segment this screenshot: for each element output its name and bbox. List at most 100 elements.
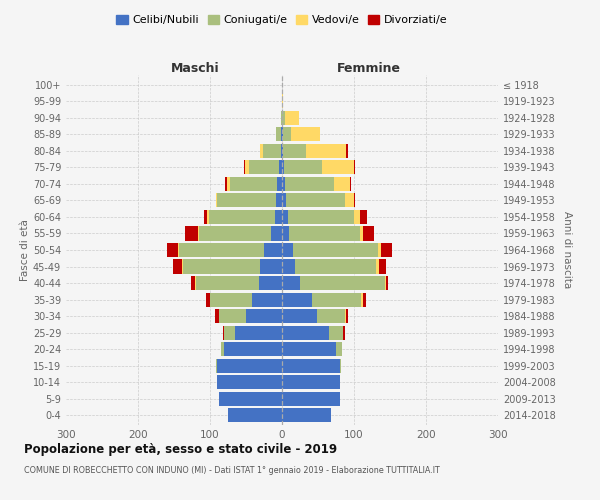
- Bar: [224, 342, 282, 356]
- Bar: [282, 292, 312, 306]
- Bar: [244, 160, 245, 174]
- Bar: [282, 94, 283, 108]
- Bar: [216, 358, 217, 372]
- Bar: [340, 358, 341, 372]
- Bar: [224, 326, 235, 340]
- Bar: [312, 292, 361, 306]
- Bar: [322, 160, 354, 174]
- Bar: [282, 392, 340, 406]
- Bar: [376, 260, 379, 274]
- Bar: [346, 309, 348, 323]
- Y-axis label: Fasce di età: Fasce di età: [20, 219, 30, 281]
- Bar: [227, 177, 230, 191]
- Bar: [209, 210, 275, 224]
- Bar: [252, 292, 282, 306]
- Text: Femmine: Femmine: [337, 62, 400, 74]
- Bar: [289, 226, 360, 240]
- Bar: [361, 292, 362, 306]
- Bar: [218, 392, 282, 406]
- Bar: [282, 128, 283, 141]
- Bar: [218, 309, 246, 323]
- Bar: [210, 292, 252, 306]
- Bar: [282, 177, 285, 191]
- Bar: [215, 309, 218, 323]
- Bar: [293, 243, 378, 257]
- Bar: [379, 260, 386, 274]
- Bar: [360, 226, 364, 240]
- Bar: [317, 309, 346, 323]
- Bar: [282, 309, 317, 323]
- Bar: [230, 177, 277, 191]
- Bar: [307, 144, 346, 158]
- Bar: [281, 111, 282, 125]
- Bar: [346, 194, 354, 207]
- Bar: [282, 408, 331, 422]
- Bar: [385, 276, 386, 290]
- Bar: [279, 160, 282, 174]
- Bar: [283, 144, 307, 158]
- Bar: [285, 111, 299, 125]
- Bar: [336, 342, 342, 356]
- Bar: [282, 243, 293, 257]
- Bar: [246, 309, 282, 323]
- Bar: [343, 326, 344, 340]
- Bar: [300, 276, 385, 290]
- Bar: [195, 276, 196, 290]
- Bar: [207, 210, 209, 224]
- Bar: [221, 342, 224, 356]
- Bar: [295, 260, 376, 274]
- Y-axis label: Anni di nascita: Anni di nascita: [562, 212, 572, 288]
- Bar: [292, 128, 320, 141]
- Bar: [282, 358, 340, 372]
- Bar: [259, 276, 282, 290]
- Bar: [217, 358, 282, 372]
- Bar: [179, 243, 264, 257]
- Bar: [167, 243, 178, 257]
- Bar: [282, 144, 283, 158]
- Bar: [281, 144, 282, 158]
- Bar: [217, 194, 276, 207]
- Bar: [360, 210, 367, 224]
- Bar: [378, 243, 382, 257]
- Bar: [281, 128, 282, 141]
- Bar: [173, 260, 182, 274]
- Bar: [275, 210, 282, 224]
- Bar: [350, 177, 351, 191]
- Bar: [282, 210, 288, 224]
- Bar: [223, 326, 224, 340]
- Bar: [245, 160, 249, 174]
- Bar: [217, 375, 282, 389]
- Bar: [354, 210, 360, 224]
- Bar: [182, 260, 260, 274]
- Bar: [260, 260, 282, 274]
- Bar: [260, 144, 263, 158]
- Bar: [263, 144, 281, 158]
- Bar: [275, 128, 281, 141]
- Bar: [286, 194, 346, 207]
- Bar: [178, 243, 179, 257]
- Bar: [191, 276, 195, 290]
- Bar: [196, 276, 259, 290]
- Bar: [386, 276, 388, 290]
- Bar: [282, 226, 289, 240]
- Bar: [199, 226, 271, 240]
- Bar: [198, 226, 199, 240]
- Bar: [334, 177, 350, 191]
- Bar: [284, 160, 322, 174]
- Bar: [282, 260, 295, 274]
- Bar: [354, 194, 355, 207]
- Text: Popolazione per età, sesso e stato civile - 2019: Popolazione per età, sesso e stato civil…: [24, 442, 337, 456]
- Text: Maschi: Maschi: [171, 62, 220, 74]
- Bar: [277, 177, 282, 191]
- Bar: [382, 243, 392, 257]
- Bar: [206, 292, 210, 306]
- Bar: [282, 160, 284, 174]
- Bar: [288, 210, 354, 224]
- Text: COMUNE DI ROBECCHETTO CON INDUNO (MI) - Dati ISTAT 1° gennaio 2019 - Elaborazion: COMUNE DI ROBECCHETTO CON INDUNO (MI) - …: [24, 466, 440, 475]
- Bar: [354, 160, 355, 174]
- Bar: [235, 326, 282, 340]
- Bar: [282, 326, 329, 340]
- Bar: [185, 226, 198, 240]
- Legend: Celibi/Nubili, Coniugati/e, Vedovi/e, Divorziati/e: Celibi/Nubili, Coniugati/e, Vedovi/e, Di…: [112, 10, 452, 30]
- Bar: [282, 276, 300, 290]
